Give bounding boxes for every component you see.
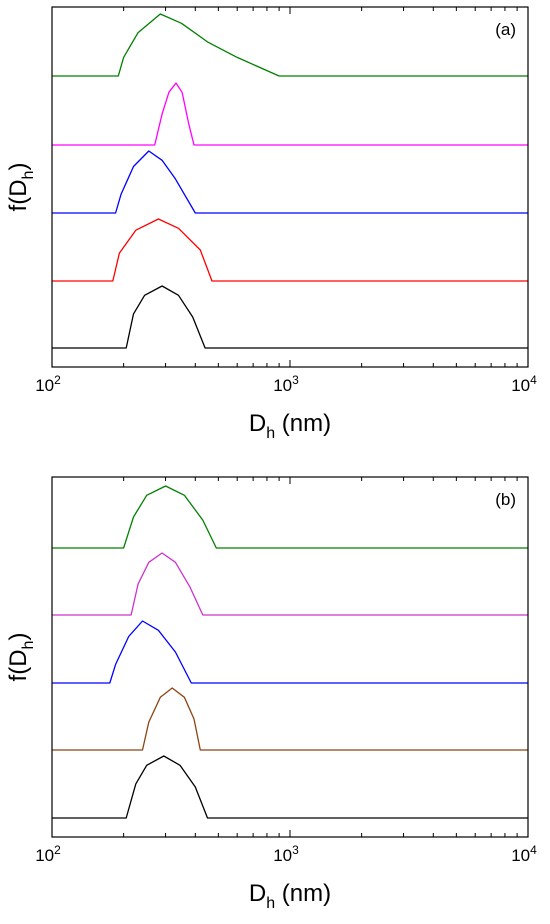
panel-label: (b) [495, 490, 516, 509]
series-line-3 [52, 620, 528, 684]
panel-a: 102 103 104 (a) Dh (nm) f(Dh) [5, 6, 537, 442]
panel-label: (a) [495, 20, 516, 39]
y-axis-label: f(Dh) [5, 633, 37, 682]
x-tick-label: 104 [511, 373, 537, 395]
series-line-3 [52, 150, 528, 214]
x-tick-label: 104 [511, 843, 537, 865]
series-line-2 [52, 218, 528, 282]
x-tick-label: 103 [273, 373, 299, 395]
x-axis-label: Dh (nm) [249, 410, 331, 442]
plot-frame [51, 476, 529, 838]
series-line-1 [52, 285, 528, 349]
plot-frame [51, 6, 529, 368]
series-line-2 [52, 687, 528, 751]
series-line-5 [52, 13, 528, 77]
x-axis-label: Dh (nm) [249, 880, 331, 912]
x-tick-label: 102 [35, 843, 61, 865]
y-axis-label: f(Dh) [5, 163, 37, 212]
panel-b: 102 103 104 (b) Dh (nm) f(Dh) [5, 476, 537, 912]
series-line-5 [52, 485, 528, 549]
x-tick-label: 103 [273, 843, 299, 865]
series-line-4 [52, 82, 528, 146]
x-tick-label: 102 [35, 373, 61, 395]
series-line-4 [52, 552, 528, 616]
series-line-1 [52, 755, 528, 819]
